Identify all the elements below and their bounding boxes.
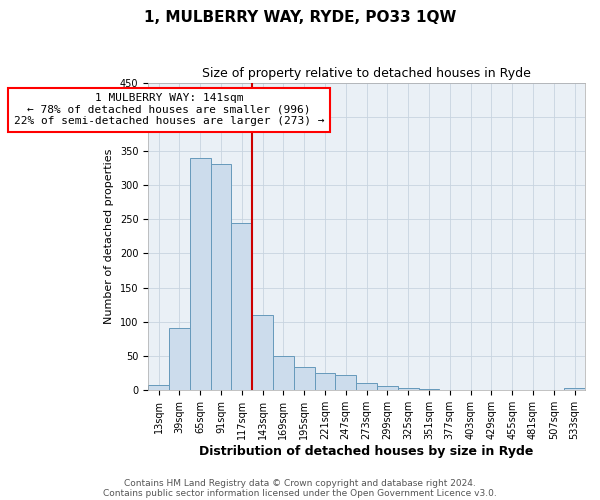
Bar — [252, 315, 273, 390]
Bar — [398, 388, 419, 390]
Bar — [190, 158, 211, 390]
Bar — [211, 164, 232, 390]
Bar — [232, 223, 252, 390]
Text: 1, MULBERRY WAY, RYDE, PO33 1QW: 1, MULBERRY WAY, RYDE, PO33 1QW — [144, 10, 456, 25]
Y-axis label: Number of detached properties: Number of detached properties — [104, 149, 114, 324]
Bar — [273, 356, 294, 390]
X-axis label: Distribution of detached houses by size in Ryde: Distribution of detached houses by size … — [199, 444, 534, 458]
Bar — [377, 386, 398, 390]
Bar — [314, 373, 335, 390]
Bar — [335, 375, 356, 390]
Text: Contains HM Land Registry data © Crown copyright and database right 2024.: Contains HM Land Registry data © Crown c… — [124, 478, 476, 488]
Bar — [564, 388, 585, 390]
Bar — [356, 383, 377, 390]
Bar — [294, 368, 314, 390]
Text: 1 MULBERRY WAY: 141sqm
← 78% of detached houses are smaller (996)
22% of semi-de: 1 MULBERRY WAY: 141sqm ← 78% of detached… — [14, 94, 324, 126]
Text: Contains public sector information licensed under the Open Government Licence v3: Contains public sector information licen… — [103, 488, 497, 498]
Title: Size of property relative to detached houses in Ryde: Size of property relative to detached ho… — [202, 68, 531, 80]
Bar — [169, 328, 190, 390]
Bar — [148, 385, 169, 390]
Bar — [419, 389, 439, 390]
